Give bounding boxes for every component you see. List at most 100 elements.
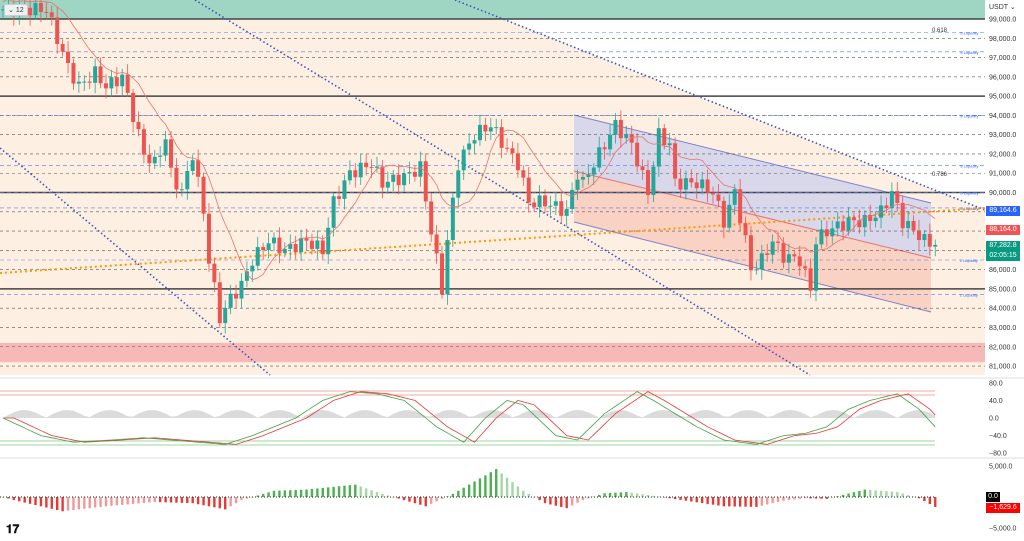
macd-axis-label: 5,000.0 <box>989 464 1012 471</box>
oscillator-axis-label: −40.0 <box>989 433 1007 440</box>
macd-histogram-bar <box>527 493 530 497</box>
macd-histogram-bar <box>364 488 368 497</box>
price-axis-label: 83,000.0 <box>989 325 1016 332</box>
candle-up <box>244 271 249 281</box>
candle-down <box>353 170 358 178</box>
macd-histogram-bar <box>663 497 666 498</box>
candle-down <box>927 234 932 247</box>
macd-histogram-bar <box>657 496 661 498</box>
oscillator-axis-label: −80.0 <box>989 451 1007 458</box>
macd-histogram-bar <box>831 497 834 498</box>
macd-histogram-bar <box>272 490 276 497</box>
tradingview-logo: 𝟏𝟕 <box>6 522 20 536</box>
supply-zone <box>0 0 985 20</box>
macd-histogram-bar <box>7 497 10 499</box>
macd-histogram-bar <box>435 497 438 502</box>
candle-down <box>201 176 206 214</box>
candle-down <box>206 213 211 264</box>
dotted-trendline <box>0 147 271 376</box>
candle-down <box>38 2 43 12</box>
candle-down <box>141 129 146 155</box>
macd-histogram-bar <box>93 497 97 508</box>
macd-histogram-bar <box>592 496 595 498</box>
macd-histogram-bar <box>207 497 211 507</box>
candle-down <box>689 178 694 183</box>
candle-up <box>683 178 688 190</box>
macd-histogram-bar <box>646 495 650 497</box>
price-axis-label: 91,000.0 <box>989 171 1016 178</box>
macd-histogram-bar <box>99 497 102 507</box>
candle-down <box>55 17 60 44</box>
macd-histogram-bar <box>153 497 156 502</box>
candle-up <box>179 189 184 191</box>
candle-down <box>87 81 92 83</box>
candle-up <box>494 127 499 129</box>
candle-up <box>120 74 125 87</box>
macd-histogram-bar <box>115 497 119 506</box>
fib-786-label: 0.786 <box>932 172 948 178</box>
macd-histogram-bar <box>240 497 243 501</box>
macd-histogram-bar <box>684 497 688 501</box>
candle-down <box>792 254 797 257</box>
macd-histogram-bar <box>608 492 612 497</box>
s-liquidity-label: S Liquidity <box>960 30 978 35</box>
price-axis-label: 84,000.0 <box>989 306 1016 313</box>
candle-up <box>759 253 764 270</box>
moving-average-line <box>2 0 936 281</box>
macd-histogram-bar <box>570 497 574 506</box>
macd-histogram-bar <box>522 490 525 497</box>
candle-up <box>374 166 379 168</box>
candle-up <box>358 162 363 178</box>
candle-up <box>862 214 867 228</box>
macd-histogram-bar <box>635 493 639 497</box>
macd-histogram-bar <box>424 497 427 507</box>
candle-down <box>320 240 325 255</box>
candle-up <box>33 2 38 16</box>
candle-up <box>580 177 585 180</box>
macd-histogram-bar <box>576 497 579 503</box>
macd-histogram-bar <box>917 497 921 499</box>
candle-up <box>163 139 168 156</box>
candle-up <box>608 134 613 150</box>
macd-histogram-bar <box>316 488 319 497</box>
macd-histogram-bar <box>66 497 70 511</box>
interval-value: 12 <box>15 7 24 14</box>
dotted-trendline <box>454 0 986 211</box>
macd-histogram-bar <box>852 492 856 497</box>
candle-up <box>488 127 493 132</box>
macd-histogram-bar <box>343 485 346 497</box>
s-liquidity-label: S Liquidity <box>960 50 978 55</box>
macd-histogram-bar <box>56 497 59 511</box>
candle-up <box>326 227 331 255</box>
candle-down <box>635 142 640 167</box>
macd-histogram-bar <box>744 497 747 507</box>
macd-histogram-bar <box>462 487 465 497</box>
candle-up <box>407 171 412 174</box>
candle-down <box>797 256 802 267</box>
macd-histogram-bar <box>652 495 655 497</box>
candle-up <box>250 265 255 272</box>
candle-up <box>906 220 911 229</box>
macd-histogram-bar <box>278 490 281 497</box>
candle-up <box>461 149 466 171</box>
candle-down <box>711 192 716 195</box>
macd-histogram-bar <box>896 492 899 497</box>
candle-up <box>586 174 591 178</box>
macd-histogram-bar <box>234 497 238 504</box>
l-liquidity-label: L Liquidity <box>960 293 978 298</box>
macd-histogram-bar <box>28 497 32 504</box>
candle-down <box>526 177 531 203</box>
price-axis-label: 97,000.0 <box>989 55 1016 62</box>
currency-selector[interactable]: USDT ⌄ <box>989 4 1016 11</box>
candle-up <box>754 269 759 271</box>
candle-countdown: 02:05:15 <box>989 252 1017 259</box>
candle-down <box>705 179 710 193</box>
macd-histogram-bar <box>814 497 818 499</box>
macd-histogram-bar <box>267 492 270 497</box>
macd-histogram-bar <box>673 497 677 500</box>
macd-histogram-bar <box>554 497 558 506</box>
macd-histogram-bar <box>310 489 314 497</box>
candle-down <box>28 7 33 16</box>
interval-badge[interactable]: ⌄ 12 <box>4 4 28 16</box>
